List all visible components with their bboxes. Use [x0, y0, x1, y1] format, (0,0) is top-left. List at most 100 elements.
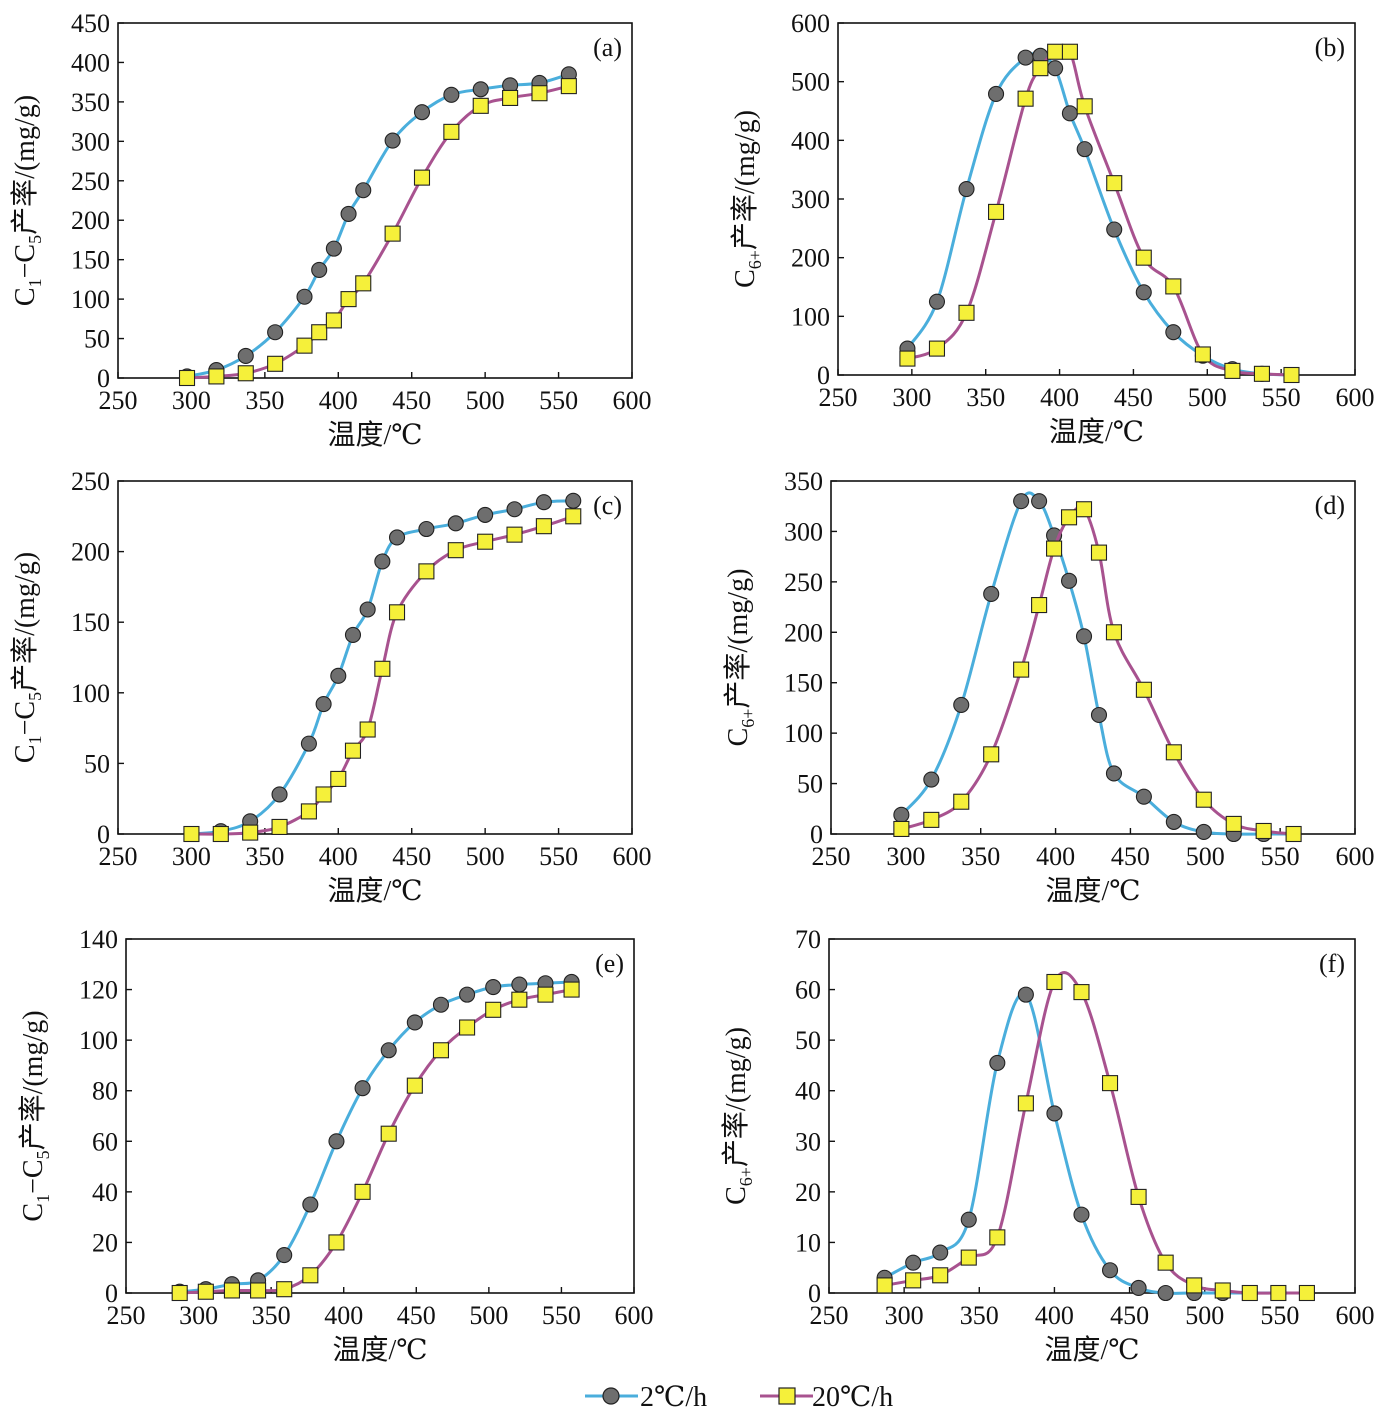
x-tick-label: 450: [392, 842, 431, 871]
data-point-square: [1135, 681, 1152, 698]
data-point-circle: [1135, 788, 1152, 805]
y-axis-label-sub1: 1: [25, 278, 45, 287]
data-point-square: [374, 660, 391, 677]
data-point-square: [988, 203, 1005, 220]
data-point-circle: [1073, 1206, 1090, 1223]
data-point-square: [1270, 1284, 1287, 1302]
legend: 2℃/h 20℃/h: [585, 1382, 893, 1413]
x-tick-label: 600: [1336, 842, 1375, 871]
data-point-square: [1283, 366, 1300, 384]
data-point-square: [960, 1249, 977, 1266]
data-point-square: [1047, 43, 1064, 60]
x-axis-label: 温度/℃: [327, 875, 422, 907]
legend-item-2: 2℃/h: [585, 1382, 707, 1413]
y-tick-label: 10: [795, 1228, 821, 1257]
x-tick-label: 450: [1111, 842, 1150, 871]
chart-panel-6: 250 300 350 400 450 500 550 600 0 10 20 30 40 50 60 70 温…: [720, 925, 1375, 1366]
y-tick-label: 0: [97, 820, 110, 849]
data-point-square: [1194, 346, 1211, 363]
data-point-square: [1046, 973, 1063, 991]
y-tick-label: 300: [71, 127, 110, 156]
x-tick-label: 400: [319, 842, 358, 871]
x-tick-label: 600: [613, 386, 652, 415]
data-point-circle: [960, 1211, 977, 1228]
data-point-circle: [459, 986, 476, 1003]
data-point-square: [876, 1277, 893, 1294]
data-point-square: [1101, 1075, 1119, 1092]
y-tick-label: 40: [795, 1077, 821, 1106]
data-point-circle: [359, 601, 376, 618]
x-tick-label: 550: [539, 842, 578, 871]
data-point-circle: [328, 1133, 345, 1150]
y-tick-label: 100: [791, 302, 830, 331]
y-axis-label: C1−C5产率/(mg/g): [17, 1010, 53, 1221]
y-tick-label: 450: [71, 9, 110, 38]
legend-label-2: 2℃/h: [640, 1382, 707, 1413]
y-tick-label: 500: [791, 68, 830, 97]
data-point-square: [384, 225, 401, 242]
data-point-square: [472, 97, 489, 114]
chart-panel-1: 250 300 350 400 450 500 550 600 0 50 100 150 200 250 3…: [9, 9, 652, 451]
data-point-square: [537, 986, 554, 1003]
data-point-square: [315, 786, 332, 803]
x-tick-label: 550: [542, 1301, 581, 1330]
data-point-circle: [472, 81, 489, 98]
y-tick-label: 70: [795, 925, 821, 954]
x-tick-label: 250: [810, 1301, 849, 1330]
data-point-circle: [983, 585, 1000, 603]
data-point-circle: [315, 696, 332, 713]
y-tick-label: 600: [791, 9, 830, 38]
data-point-circle: [380, 1042, 397, 1059]
y-axis-label-sub1: 6+: [736, 1167, 756, 1186]
x-tick-label: 600: [613, 842, 652, 871]
plot-frame: [125, 938, 635, 1294]
x-tick-label: 300: [172, 386, 211, 415]
y-tick-label: 300: [784, 517, 823, 546]
y-tick-label: 60: [795, 976, 821, 1005]
y-tick-label: 200: [71, 206, 110, 235]
data-point-square: [250, 1282, 267, 1299]
series-line-2: [179, 980, 572, 1294]
data-point-square: [1017, 90, 1034, 107]
x-tick-label: 350: [966, 383, 1005, 412]
x-tick-label: 550: [1261, 842, 1300, 871]
data-point-circle: [271, 786, 288, 803]
data-point-square: [1253, 365, 1270, 382]
data-point-square: [1017, 1095, 1034, 1112]
legend-marker-circle: [602, 1387, 620, 1405]
data-point-square: [355, 275, 372, 292]
data-point-square: [208, 368, 225, 385]
data-point-square: [905, 1272, 922, 1289]
data-point-circle: [432, 996, 450, 1013]
plot-frame: [837, 22, 1356, 376]
data-point-square: [983, 746, 1000, 763]
series-line-20: [906, 45, 1292, 377]
data-point-circle: [344, 626, 362, 643]
y-tick-label: 200: [71, 538, 110, 567]
x-tick-label: 300: [172, 842, 211, 871]
data-point-square: [418, 563, 435, 580]
y-axis-label-sub1: 6+: [745, 250, 765, 269]
data-point-square: [1241, 1284, 1258, 1302]
data-point-square: [1090, 544, 1108, 561]
y-axis-label-mid: −C: [10, 701, 41, 735]
data-point-square: [932, 1267, 949, 1284]
data-point-square: [380, 1125, 397, 1142]
x-tick-label: 500: [469, 1301, 508, 1330]
x-tick-label: 250: [99, 386, 138, 415]
plot-frame: [117, 480, 633, 835]
y-tick-label: 250: [784, 568, 823, 597]
chart-panel-2: 250 300 350 400 450 500 550 600 0 100 200 300 400 500…: [729, 9, 1375, 448]
data-point-square: [296, 337, 313, 354]
data-point-square: [923, 811, 940, 828]
data-point-circle: [374, 553, 391, 570]
data-point-square: [340, 291, 357, 308]
data-point-square: [1031, 597, 1048, 614]
x-tick-label: 350: [961, 842, 1000, 871]
data-point-square: [928, 340, 946, 357]
x-tick-label: 400: [324, 1301, 363, 1330]
y-axis-label-mid: −C: [18, 1159, 49, 1193]
data-point-square: [388, 604, 406, 621]
plot-frame: [830, 480, 1356, 835]
